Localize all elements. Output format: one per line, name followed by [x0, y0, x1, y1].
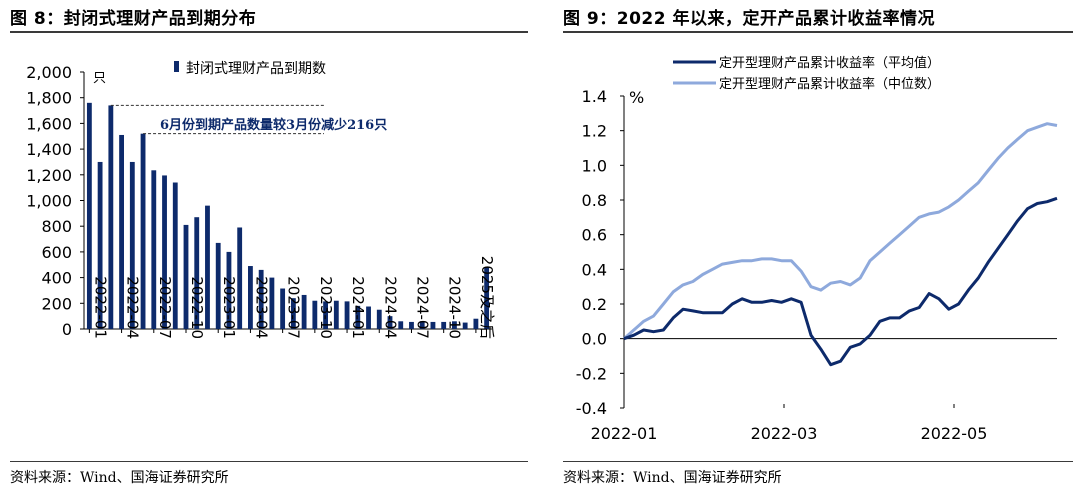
- bar: [387, 316, 393, 329]
- bar-unit-label: 只: [93, 71, 106, 86]
- line-y-tick-label: -0.4: [576, 399, 607, 418]
- left-source-note: 资料来源：Wind、国海证券研究所: [10, 470, 229, 486]
- left-source-rule: [10, 461, 528, 462]
- bar-x-tick-label: 2022-07: [156, 276, 174, 339]
- line-x-tick-label: 2022-01: [591, 424, 658, 443]
- line-y-tick-label: 1.2: [582, 122, 607, 141]
- bar: [194, 217, 200, 329]
- bar: [248, 266, 253, 329]
- bar-y-tick-label: 2,000: [26, 63, 72, 82]
- bar: [183, 224, 189, 329]
- bar: [129, 161, 135, 329]
- line-y-tick-label: 1.0: [582, 156, 607, 175]
- line-y-tick-label: 0.0: [582, 330, 607, 349]
- bar: [226, 251, 232, 329]
- right-source-rule: [563, 461, 1073, 462]
- bar-y-tick-label: 400: [41, 269, 72, 288]
- bar-x-tick-label: 2024-07: [413, 276, 431, 339]
- line-y-tick-label: 0.6: [582, 226, 607, 245]
- bar: [355, 305, 361, 329]
- bar: [205, 205, 210, 329]
- bar-y-tick-label: 1,600: [26, 114, 72, 133]
- left-title-rule: [10, 31, 528, 33]
- bar-annotation-text: 6月份到期产品数量较3月份减少216只: [160, 117, 387, 133]
- line-x-tick-label: 2022-05: [921, 424, 988, 443]
- right-source-note: 资料来源：Wind、国海证券研究所: [563, 470, 782, 486]
- bar: [140, 133, 146, 329]
- bar-y-tick-label: 200: [41, 294, 72, 313]
- bar-x-tick-label: 2022-04: [124, 276, 142, 339]
- line-y-tick-label: 1.4: [582, 87, 607, 106]
- line-legend-label-median: 定开型理财产品累计收益率（中位数）: [719, 76, 940, 92]
- bar-x-tick-label: 2024-04: [381, 276, 399, 339]
- bar: [344, 301, 350, 329]
- bar: [484, 267, 490, 329]
- line-y-tick-label: 0.2: [582, 295, 607, 314]
- bar: [108, 105, 114, 329]
- bar: [452, 321, 457, 329]
- series-line-mean: [623, 196, 1058, 367]
- bar-x-tick-label: 2023-01: [220, 276, 238, 339]
- bar: [301, 294, 307, 329]
- bar: [258, 269, 264, 329]
- bar: [172, 182, 178, 329]
- bar: [97, 161, 103, 329]
- bar: [86, 102, 92, 329]
- line-legend-label-mean: 定开型理财产品累计收益率（平均值）: [719, 55, 940, 71]
- bar: [333, 300, 339, 329]
- bar: [162, 175, 167, 329]
- bar: [290, 298, 296, 329]
- bar: [430, 321, 436, 329]
- bar-y-tick-label: 1,200: [26, 166, 72, 185]
- series-line-median: [623, 122, 1058, 340]
- bar: [119, 134, 124, 329]
- bar-x-tick-label: 2024-10: [446, 276, 464, 339]
- bar: [473, 318, 479, 329]
- bar-x-tick-label: 2023-07: [285, 276, 303, 339]
- bar-x-tick-label: 2025及之后: [478, 256, 496, 339]
- bar-y-tick-label: 1,000: [26, 192, 72, 211]
- bar: [237, 227, 243, 329]
- bar-legend-label: 封闭式理财产品到期数: [186, 61, 326, 77]
- bar-legend-swatch: [174, 61, 179, 72]
- left-chart-title: 图 8：封闭式理财产品到期分布: [10, 9, 257, 29]
- bar-x-tick-label: 2023-10: [317, 276, 335, 339]
- line-y-tick-label: -0.2: [576, 364, 607, 383]
- right-title-rule: [563, 31, 1073, 33]
- bar: [409, 321, 414, 329]
- bar: [376, 309, 382, 329]
- bar-x-tick-label: 2022-10: [188, 276, 206, 339]
- bar: [441, 321, 447, 329]
- bar: [312, 300, 318, 329]
- bar-y-tick-label: 1,400: [26, 140, 72, 159]
- bar: [269, 277, 275, 329]
- bar: [280, 288, 286, 329]
- bar: [151, 170, 157, 329]
- bar: [215, 242, 221, 329]
- bar-y-tick-label: 0: [62, 320, 72, 339]
- bar: [323, 301, 328, 329]
- bar-chart: 0 200 400 600 800 1,000 1,200 1,400 1,600 1,800 2,…: [26, 61, 496, 339]
- bar: [398, 321, 404, 329]
- bar: [462, 322, 468, 329]
- bar: [366, 306, 371, 329]
- line-y-tick-label: 0.4: [582, 260, 607, 279]
- line-chart: -0.4 -0.2 0.0 0.2 0.4 0.6 0.8 1.0 1.2 1.4 % 2022-01…: [576, 55, 1058, 443]
- line-x-tick-label: 2022-03: [751, 424, 818, 443]
- bar-x-tick-label: 2024-01: [349, 276, 367, 339]
- bar-x-tick-label: 2022-01: [91, 276, 109, 339]
- line-y-tick-label: 0.8: [582, 191, 607, 210]
- bar-y-tick-label: 1,800: [26, 89, 72, 108]
- right-chart-title: 图 9：2022 年以来，定开产品累计收益率情况: [563, 9, 935, 29]
- bar: [419, 321, 425, 329]
- line-unit-label: %: [629, 88, 644, 107]
- bar-y-tick-label: 800: [41, 217, 72, 236]
- bar-x-tick-label: 2023-04: [252, 276, 270, 339]
- bar-y-tick-label: 600: [41, 243, 72, 262]
